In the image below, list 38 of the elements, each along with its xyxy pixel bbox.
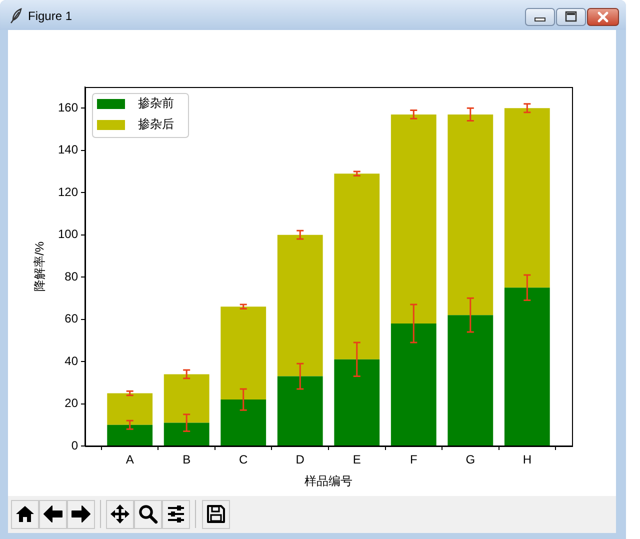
bar <box>334 359 380 446</box>
bar <box>164 422 210 446</box>
x-tick-label: E <box>352 452 361 467</box>
bar <box>448 114 494 316</box>
bar <box>277 234 323 376</box>
y-tick-label: 120 <box>58 184 78 199</box>
x-tick-label: A <box>126 452 134 467</box>
bar <box>390 114 436 324</box>
bar <box>220 400 266 446</box>
y-tick-label: 60 <box>64 312 78 326</box>
y-tick-label: 80 <box>64 269 78 284</box>
bar <box>334 174 380 360</box>
bar <box>164 374 210 423</box>
x-tick-label: B <box>182 452 191 467</box>
caption: Figure 1 <box>28 9 72 23</box>
x-tick-label: C <box>239 452 248 467</box>
bar <box>107 424 153 446</box>
x-tick-label: F <box>410 452 418 467</box>
x-axis-title: 样品编号 <box>304 474 352 488</box>
bar <box>220 306 266 400</box>
bar <box>390 324 436 446</box>
y-axis-title: 降解率/% <box>32 241 47 292</box>
legend-label: 掺杂后 <box>138 117 174 132</box>
bar <box>504 108 550 288</box>
y-tick-label: 140 <box>58 142 78 157</box>
x-tick-label: G <box>466 452 476 467</box>
x-tick-label: H <box>522 452 532 467</box>
bar <box>277 376 323 446</box>
y-tick-label: 40 <box>64 354 78 368</box>
y-tick-label: 100 <box>58 227 78 242</box>
y-tick-label: 20 <box>64 396 78 410</box>
bar <box>107 393 153 425</box>
legend-label: 掺杂前 <box>138 96 174 110</box>
y-tick-label: 160 <box>58 100 78 114</box>
bar <box>504 288 550 446</box>
bar <box>448 315 494 446</box>
y-tick-label: 0 <box>71 438 78 452</box>
x-tick-label: D <box>296 452 305 467</box>
